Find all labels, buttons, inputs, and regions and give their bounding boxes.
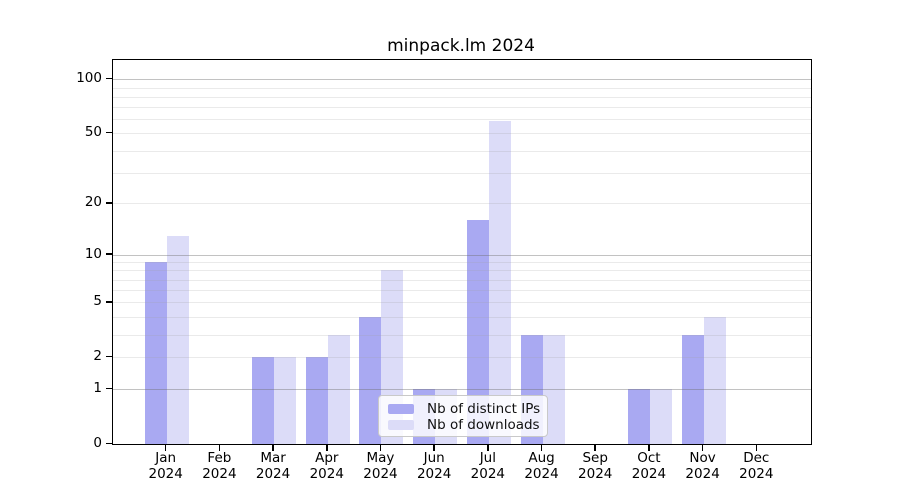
x-tick-label-feb: Feb 2024	[189, 450, 249, 482]
x-tick-label-nov: Nov 2024	[673, 450, 733, 482]
x-tick-year: 2024	[470, 466, 506, 482]
bar-ips-jul	[466, 220, 489, 444]
x-tick-mark	[594, 444, 597, 451]
y-tick-mark	[106, 300, 112, 303]
bar-downloads-jan	[166, 235, 189, 444]
x-tick-year: 2024	[578, 466, 613, 482]
gridline-4	[113, 316, 811, 318]
gridline-90	[113, 87, 811, 89]
x-tick-mark	[487, 444, 489, 451]
gridline-2	[113, 357, 811, 359]
y-tick-mark	[106, 442, 112, 445]
x-tick-year: 2024	[416, 466, 452, 482]
x-tick-mark	[379, 444, 382, 451]
legend-label-downloads: Nb of downloads	[427, 417, 540, 433]
x-tick-mark	[272, 444, 274, 451]
x-tick-label-jan: Jan 2024	[136, 450, 196, 482]
x-tick-label-jun: Jun 2024	[404, 450, 464, 482]
legend-swatch-distinct-ips	[388, 404, 414, 414]
gridline-6	[113, 290, 811, 292]
x-tick-label-aug: Aug 2024	[512, 450, 572, 482]
gridline-20	[113, 203, 811, 205]
y-tick-mark	[106, 77, 112, 80]
chart-title: minpack.lm 2024	[387, 36, 535, 56]
gridline-100	[113, 79, 811, 81]
y-tick-mark	[106, 201, 112, 204]
bar-ips-nov	[681, 334, 704, 444]
x-tick-year: 2024	[631, 466, 667, 482]
legend-item-distinct-ips: Nb of distinct IPs	[388, 401, 541, 417]
gridline-1	[113, 389, 811, 391]
gridline-70	[113, 107, 811, 109]
x-tick-label-mar: Mar 2024	[243, 450, 303, 482]
y-tick-mark	[106, 387, 112, 390]
x-tick-label-jul: Jul 2024	[458, 450, 518, 482]
gridline-3	[113, 334, 811, 336]
x-tick-year: 2024	[255, 466, 291, 482]
bar-downloads-aug	[542, 334, 565, 444]
x-tick-label-apr: Apr 2024	[297, 450, 357, 482]
y-tick-label: 50	[84, 124, 102, 141]
gridline-80	[113, 96, 811, 98]
x-tick-mark	[325, 444, 328, 451]
gridline-40	[113, 150, 811, 152]
legend-label-distinct-ips: Nb of distinct IPs	[427, 401, 541, 417]
y-tick-label: 0	[93, 435, 102, 451]
gridline-50	[113, 133, 811, 135]
x-tick-year: 2024	[363, 466, 398, 482]
bar-ips-apr	[305, 357, 328, 444]
grid-layer	[113, 60, 811, 444]
x-tick-mark	[433, 444, 435, 451]
gridline-60	[113, 119, 811, 121]
bar-ips-oct	[627, 389, 650, 444]
gridline-5	[113, 302, 811, 304]
bar-downloads-jul	[488, 120, 511, 444]
legend-swatch-downloads	[388, 420, 414, 430]
x-tick-label-sep: Sep 2024	[565, 450, 625, 482]
x-tick-year: 2024	[148, 466, 183, 482]
y-tick-mark	[106, 131, 112, 134]
bar-downloads-apr	[327, 334, 350, 444]
x-tick-label-dec: Dec 2024	[726, 450, 786, 482]
y-tick-label: 10	[84, 245, 102, 262]
x-tick-year: 2024	[524, 466, 559, 482]
y-tick-label: 1	[93, 380, 102, 397]
gridline-30	[113, 172, 811, 174]
x-tick-mark	[648, 444, 650, 451]
y-tick-mark	[106, 253, 112, 255]
x-tick-year: 2024	[685, 466, 720, 482]
y-tick-label: 5	[93, 293, 102, 310]
x-tick-mark	[755, 444, 758, 451]
bar-ips-jan	[144, 262, 167, 444]
plot-area: Nb of distinct IPs Nb of downloads	[112, 59, 812, 445]
gridline-9	[113, 262, 811, 264]
x-tick-mark	[540, 444, 543, 451]
x-tick-year: 2024	[309, 466, 344, 482]
x-tick-year: 2024	[202, 466, 237, 482]
gridline-10	[113, 254, 811, 256]
gridline-7	[113, 279, 811, 281]
legend-item-downloads: Nb of downloads	[388, 417, 540, 433]
y-tick-label: 2	[93, 348, 102, 365]
bar-downloads-nov	[703, 316, 726, 444]
legend: Nb of distinct IPs Nb of downloads	[378, 395, 548, 437]
x-tick-mark	[164, 444, 167, 451]
bar-downloads-oct	[649, 389, 672, 444]
x-tick-mark	[218, 444, 221, 451]
bar-downloads-mar	[274, 357, 297, 444]
bar-ips-mar	[252, 357, 275, 444]
x-tick-year: 2024	[739, 466, 774, 482]
y-tick-label: 100	[76, 70, 102, 87]
bar-ips-may	[359, 316, 382, 444]
gridline-8	[113, 270, 811, 272]
y-tick-mark	[106, 355, 112, 358]
x-tick-label-oct: Oct 2024	[619, 450, 679, 482]
x-tick-mark	[701, 444, 704, 451]
y-tick-label: 20	[84, 194, 102, 211]
x-tick-label-may: May 2024	[350, 450, 410, 482]
